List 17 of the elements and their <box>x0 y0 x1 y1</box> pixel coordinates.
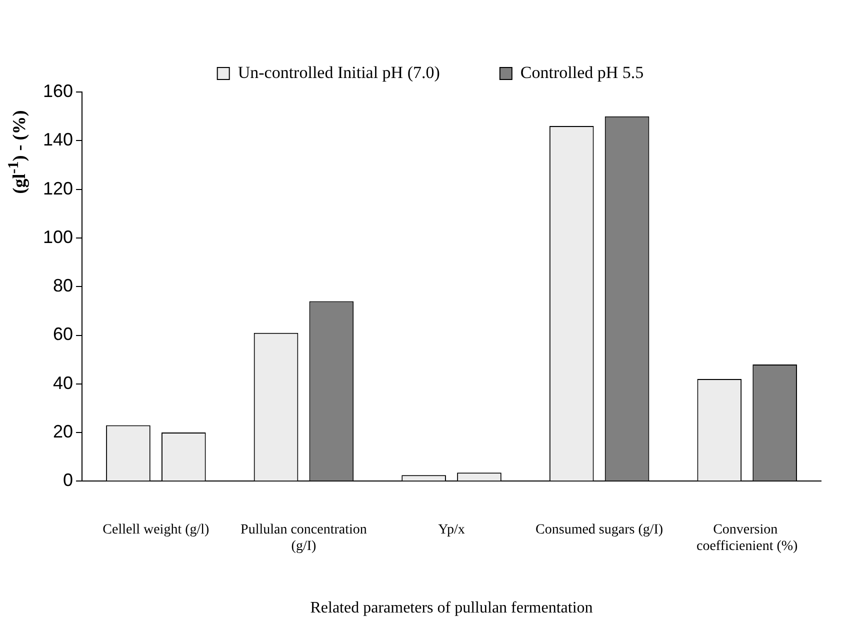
y-tick-label: 0 <box>63 470 74 490</box>
x-tick-label: Pullulan concentration (g/I) <box>240 522 367 554</box>
y-tick-label: 60 <box>53 324 74 344</box>
y-tick-label: 120 <box>42 178 74 198</box>
x-tick-label: Cellell weight (g/l) <box>102 522 210 538</box>
x-axis-title: Related parameters of pullulan fermentation <box>310 600 593 617</box>
y-tick-label: 80 <box>53 276 74 296</box>
x-tick-label: Yp/x <box>438 522 465 538</box>
y-tick-label: 140 <box>42 130 74 150</box>
y-tick-label: 40 <box>53 372 74 393</box>
legend-label: Controlled pH 5.5 <box>520 62 644 82</box>
x-tick-label: Consumed sugars (g/I) <box>536 522 664 538</box>
y-tick-label: 100 <box>42 226 74 247</box>
y-tick-label: 20 <box>53 422 74 442</box>
y-tick-label: 160 <box>42 80 74 101</box>
x-tick-label: Conversion coefficienient (%) <box>696 522 798 554</box>
legend-label: Un-controlled Initial pH (7.0) <box>238 62 440 82</box>
